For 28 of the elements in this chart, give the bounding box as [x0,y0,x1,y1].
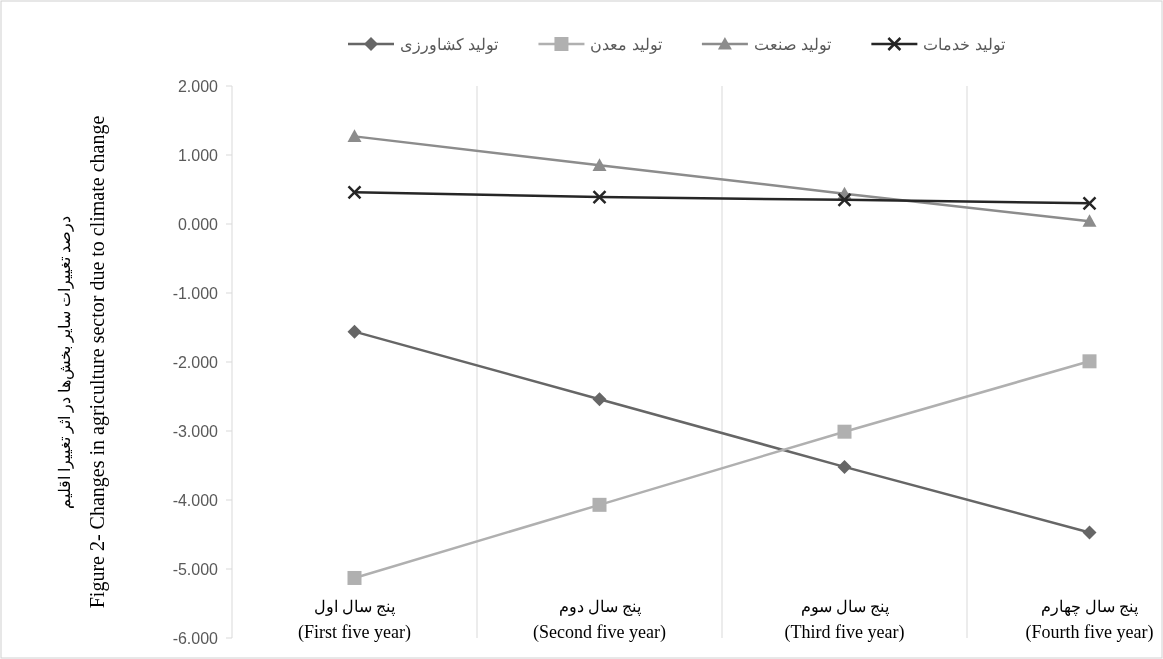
legend-label: تولید کشاورزی [400,36,499,54]
point [347,185,362,200]
point [347,324,362,339]
point [592,158,607,171]
legend-label: تولید خدمات [923,36,1005,54]
y-tick-label: 1.000 [177,147,219,164]
y-tick-label: -5.000 [172,561,219,578]
y-tick-label: 2.000 [177,78,219,95]
y-tick-label: 0.000 [177,216,219,233]
y-tick-label: -4.000 [172,492,219,509]
point [592,189,607,205]
point [1082,525,1097,540]
y-tick-label: -6.000 [172,630,219,647]
point [592,497,607,512]
y-tick-label: -3.000 [172,423,219,440]
y-tick-label: -2.000 [172,354,219,371]
point [1082,196,1097,211]
point [1082,214,1097,227]
point [837,459,852,474]
y-tick-label: -1.000 [172,285,219,302]
point [592,392,607,407]
point [347,570,362,585]
point [347,129,362,142]
point [837,424,852,439]
legend-label: تولید صنعت [753,36,832,54]
point [837,192,852,208]
legend-label: تولید معدن [590,36,662,54]
point [1082,354,1097,369]
